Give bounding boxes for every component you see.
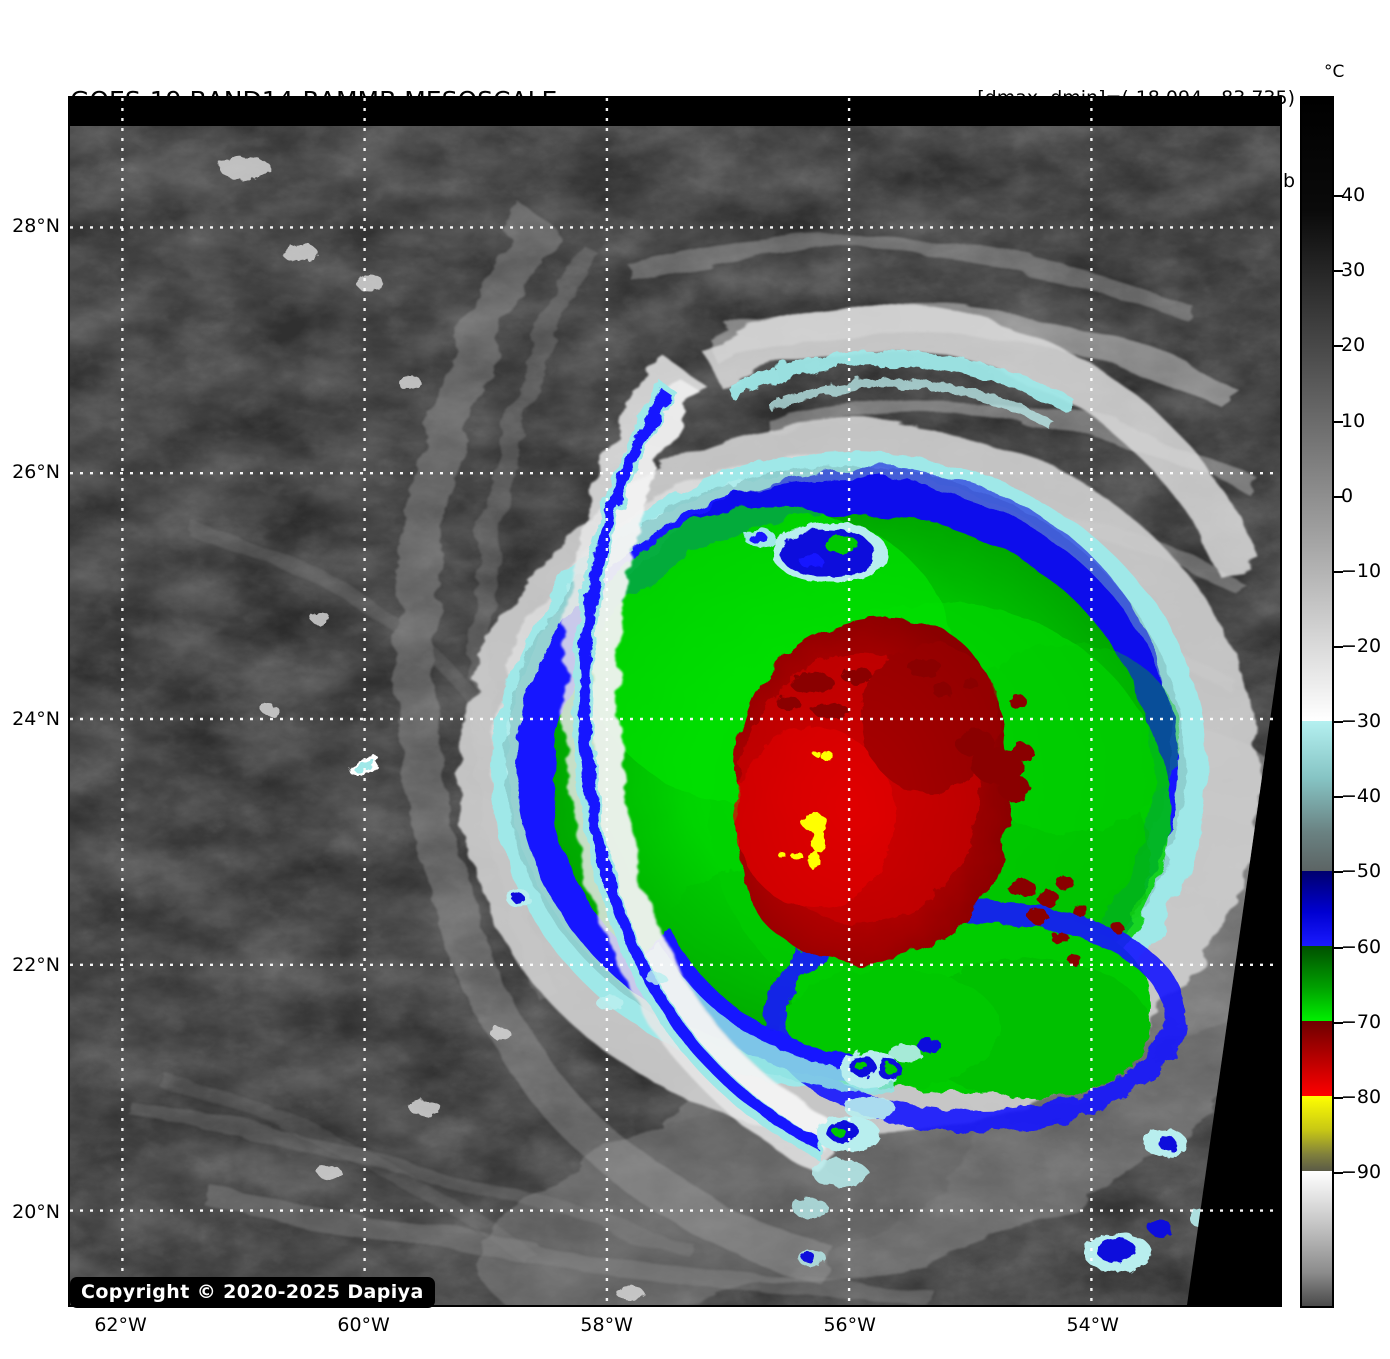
colorbar-tickmark-13 — [1334, 1172, 1343, 1174]
colorbar-units-label: °C — [1324, 62, 1345, 82]
colorbar-tick-2: 20 — [1341, 334, 1366, 357]
satellite-imagery — [70, 98, 1280, 1305]
colorbar-tick-11: −70 — [1341, 1010, 1382, 1033]
colorbar-tickmark-3 — [1334, 420, 1343, 423]
latitude-tick-2: 24°N — [12, 707, 60, 730]
longitude-tick-2: 58°W — [580, 1314, 633, 1336]
colorbar-tick-12: −80 — [1341, 1085, 1382, 1108]
longitude-tick-4: 54°W — [1066, 1314, 1119, 1336]
colorbar-tick-8: −40 — [1341, 785, 1382, 808]
colorbar-tick-13: −90 — [1341, 1161, 1382, 1183]
latitude-tick-1: 26°N — [12, 461, 60, 484]
colorbar-tick-7: −30 — [1341, 710, 1382, 733]
colorbar-tickmark-7 — [1334, 721, 1343, 724]
longitude-tick-3: 56°W — [823, 1314, 876, 1336]
satellite-image-panel[interactable] — [68, 96, 1282, 1307]
colorbar-tickmark-0 — [1334, 195, 1343, 198]
colorbar-tickmark-4 — [1334, 495, 1343, 498]
colorbar-tick-0: 40 — [1341, 184, 1366, 207]
colorbar-tickmark-11 — [1334, 1021, 1343, 1024]
colorbar-tickmark-2 — [1334, 345, 1343, 348]
colorbar-tickmark-9 — [1334, 871, 1343, 874]
colorbar-tickmark-8 — [1334, 796, 1343, 799]
colorbar-tick-10: −60 — [1341, 935, 1382, 958]
latitude-tick-4: 20°N — [12, 1200, 60, 1223]
colorbar-tick-9: −50 — [1341, 860, 1382, 883]
colorbar-tickmark-5 — [1334, 570, 1343, 573]
colorbar-gradient — [1302, 98, 1332, 1306]
colorbar-tick-3: 10 — [1341, 409, 1366, 432]
colorbar-tickmark-12 — [1334, 1096, 1343, 1099]
colorbar-tickmark-6 — [1334, 646, 1343, 648]
copyright-banner: Copyright © 2020-2025 Dapiya — [70, 1277, 435, 1308]
latitude-tick-3: 22°N — [12, 954, 60, 977]
colorbar-tick-5: −10 — [1341, 559, 1382, 582]
colorbar-tick-1: 30 — [1341, 259, 1366, 282]
colorbar-tick-6: −20 — [1341, 635, 1382, 657]
temperature-colorbar[interactable] — [1300, 96, 1334, 1308]
colorbar-tickmark-1 — [1334, 270, 1343, 273]
longitude-tick-1: 60°W — [337, 1314, 390, 1336]
longitude-tick-0: 62°W — [94, 1314, 147, 1336]
map-gridlines — [70, 98, 1280, 1305]
colorbar-tick-4: 0 — [1341, 484, 1354, 507]
latitude-tick-0: 28°N — [12, 214, 60, 237]
colorbar-tickmark-10 — [1334, 946, 1343, 949]
